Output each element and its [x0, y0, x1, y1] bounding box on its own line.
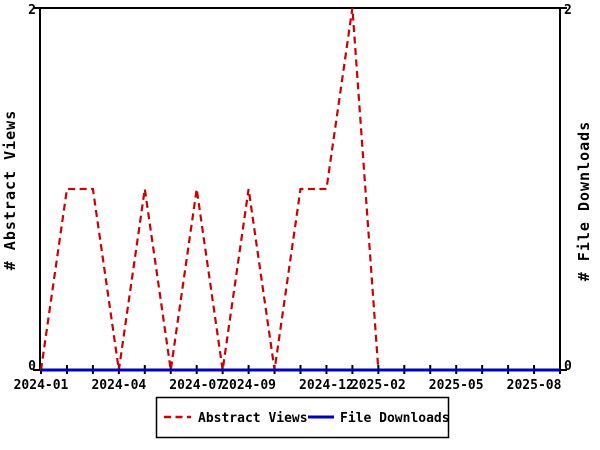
right-axis-title: # File Downloads: [575, 121, 593, 282]
legend-label-abstract-views: Abstract Views: [198, 411, 308, 426]
left-axis-title: # Abstract Views: [1, 110, 19, 271]
x-tick-label: 2024-01: [14, 378, 69, 393]
x-tick-label: 2025-02: [351, 378, 406, 393]
x-tick-label: 2025-08: [507, 378, 562, 393]
legend-label-file-downloads: File Downloads: [340, 411, 450, 426]
data-series: [39, 7, 560, 372]
y-axis-tick-labels: 0 0 2 2: [28, 3, 572, 374]
y-tick-label-right: 0: [564, 359, 572, 374]
x-tick-label: 2024-09: [221, 378, 276, 393]
y-tick-label-right: 2: [564, 3, 572, 18]
y-tick-label-left: 0: [28, 359, 36, 374]
x-tick-label: 2025-05: [429, 378, 484, 393]
legend-box: [155, 396, 450, 439]
y-axis-ticks: [33, 7, 567, 371]
legend: Abstract Views File Downloads: [155, 396, 450, 439]
series-line-abstract-views: [39, 7, 380, 371]
y-tick-label-left: 2: [28, 3, 36, 18]
x-tick-label: 2024-12: [299, 378, 354, 393]
x-tick-label: 2024-04: [91, 378, 146, 393]
x-tick-label: 2024-07: [169, 378, 224, 393]
